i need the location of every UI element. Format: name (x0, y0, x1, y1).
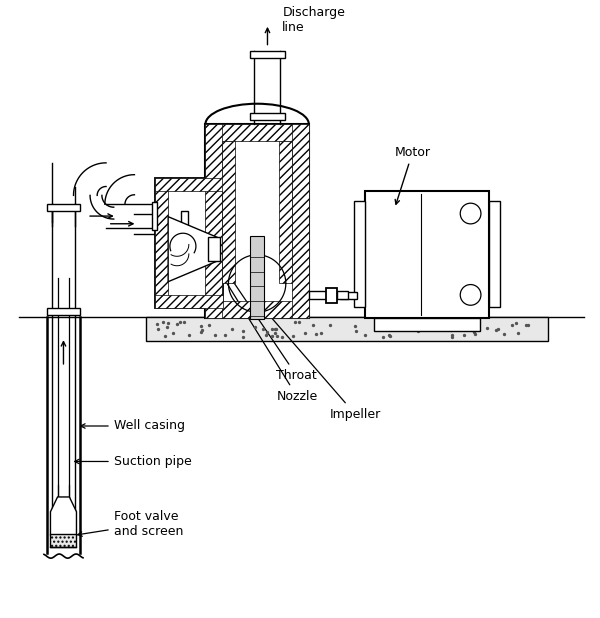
Text: Impeller: Impeller (260, 305, 381, 421)
Bar (155, 295, 223, 308)
Polygon shape (168, 217, 220, 282)
Polygon shape (50, 497, 76, 535)
Bar (155, 177, 168, 308)
Bar (489, 201, 500, 307)
Text: Throat: Throat (214, 253, 317, 383)
Bar (205, 124, 222, 318)
Bar (155, 177, 223, 190)
Bar (205, 124, 309, 318)
Bar (208, 237, 220, 261)
Bar (309, 291, 329, 300)
Bar (152, 202, 157, 231)
Text: Well casing: Well casing (80, 420, 185, 433)
Bar (205, 124, 309, 141)
Bar (250, 112, 285, 120)
Bar (47, 204, 80, 211)
Bar (374, 318, 481, 331)
Bar (181, 211, 188, 237)
Bar (250, 51, 285, 57)
Bar (292, 124, 309, 318)
Bar (340, 292, 358, 298)
Bar (280, 141, 292, 284)
Text: Discharge
line: Discharge line (282, 6, 345, 34)
Bar (355, 201, 365, 307)
Text: Motor: Motor (395, 146, 431, 205)
Text: Nozzle: Nozzle (217, 266, 317, 403)
Bar (250, 236, 264, 319)
Bar (365, 190, 489, 318)
Bar (337, 291, 349, 300)
Bar (326, 287, 337, 303)
Bar (50, 534, 76, 547)
Bar (47, 308, 80, 315)
Bar (155, 177, 223, 308)
Text: Foot valve
and screen: Foot valve and screen (77, 510, 183, 538)
Bar (205, 301, 309, 318)
Bar (222, 141, 235, 284)
Bar (146, 316, 548, 341)
Text: Suction pipe: Suction pipe (75, 455, 191, 468)
